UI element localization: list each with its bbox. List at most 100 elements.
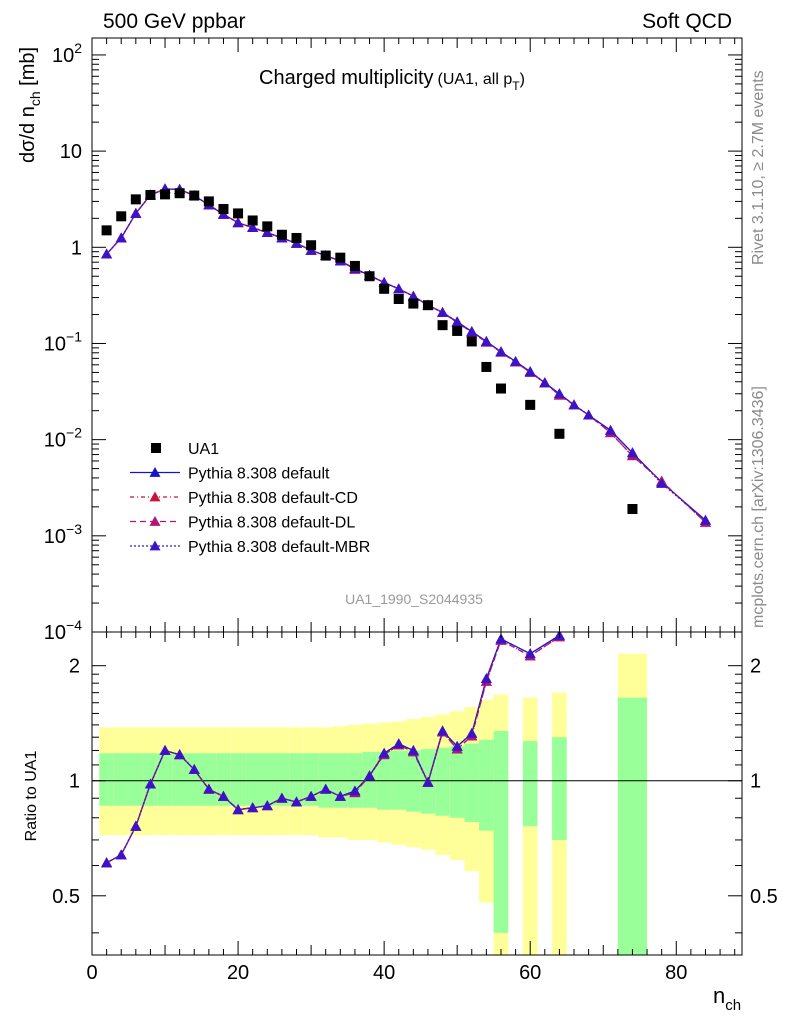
ratio-series-marker <box>466 727 478 738</box>
ratio-series-marker <box>524 648 536 659</box>
ratio-band-inner <box>113 753 129 806</box>
main-y-tick-label: 102 <box>52 40 82 67</box>
ratio-band-inner <box>274 753 290 806</box>
mc-series-marker <box>466 326 478 336</box>
ratio-band-outer <box>522 697 538 955</box>
data-point <box>189 190 200 201</box>
tick-base: 1 <box>71 237 82 259</box>
ratio-series-marker <box>364 770 376 781</box>
ratio-series-line-3 <box>106 634 560 864</box>
ratio-xlabel: nch <box>713 983 741 1014</box>
ratio-band-inner <box>435 747 450 816</box>
data-point <box>379 283 390 294</box>
main-data-layer <box>101 188 638 515</box>
data-point <box>554 428 565 439</box>
data-point <box>495 383 506 394</box>
legend-label: Pythia 8.308 default-MBR <box>188 539 370 556</box>
tick-base: 10 <box>60 141 82 163</box>
main-ylabel-text: dσ/d n <box>17 106 39 163</box>
data-point <box>306 240 317 251</box>
ratio-y-tick-label: 2 <box>69 656 80 678</box>
ratio-series-marker <box>437 725 449 736</box>
ratio-xlabel-text: n <box>713 983 725 1008</box>
data-point <box>320 250 331 261</box>
mc-series-marker <box>407 290 419 301</box>
ratio-band-inner <box>230 753 246 806</box>
ratio-band-inner <box>172 753 187 806</box>
ratio-band-inner <box>464 743 480 822</box>
ratio-series-marker <box>203 783 215 794</box>
ratio-x-tick-label: 40 <box>373 962 395 984</box>
ratio-series-marker <box>261 800 273 811</box>
ratio-series-marker <box>247 802 259 813</box>
main-subtitle-text: (UA1, all p <box>438 71 513 88</box>
mc-series-marker <box>495 346 507 357</box>
tick-base: 10 <box>44 526 66 548</box>
tick-exponent: 2 <box>74 40 82 56</box>
tick-base: 10 <box>52 45 74 67</box>
mc-series-marker <box>553 388 565 399</box>
ratio-x-tick-label: 80 <box>665 962 687 984</box>
data-point <box>525 399 536 410</box>
data-point <box>364 271 375 282</box>
ratio-band-inner <box>479 739 494 831</box>
main-ylabel-unit: [mb] <box>17 47 39 91</box>
ratio-series-marker <box>495 633 507 644</box>
main-y-tick-label: 10−4 <box>44 617 82 644</box>
mc-series-marker <box>247 222 259 233</box>
ratio-series-marker <box>334 790 346 801</box>
ratio-band-inner <box>245 753 260 806</box>
ratio-band-inner <box>216 753 231 806</box>
data-point <box>233 208 244 219</box>
tick-base: 10 <box>44 622 66 644</box>
legend: UA1 Pythia 8.308 default Pythia 8.308 defa… <box>130 441 370 556</box>
ratio-y-tick-label: 0.5 <box>52 886 80 908</box>
mc-series-marker <box>115 232 127 243</box>
legend-marker <box>151 443 161 453</box>
legend-label: UA1 <box>188 441 219 458</box>
ratio-y-tick-label-right: 2 <box>750 656 761 678</box>
legend-marker <box>149 467 161 477</box>
main-subtitle-sub: T <box>512 79 520 93</box>
ratio-series-marker <box>393 738 405 749</box>
ratio-series-marker <box>217 790 229 801</box>
watermark-label: UA1_1990_S2044935 <box>345 591 483 607</box>
tick-base: 10 <box>44 430 66 452</box>
mc-series-marker <box>393 283 405 294</box>
mc-series-marker <box>510 355 522 366</box>
ratio-xlabel-sub: ch <box>725 997 741 1014</box>
ratio-axes-layer: 0.5 0.51 12 20 20 40 60 80 <box>52 631 778 984</box>
mc-series-marker <box>656 477 668 488</box>
main-y-tick-label: 10 <box>60 141 82 163</box>
tick-exponent: −2 <box>66 425 82 441</box>
ratio-band-inner <box>303 753 319 806</box>
mc-series-marker <box>626 447 638 458</box>
mc-series-marker <box>101 248 113 259</box>
mc-series-marker <box>699 514 711 525</box>
data-point <box>247 215 258 226</box>
main-y-tick-label: 1 <box>71 237 82 259</box>
main-y-tick-label: 10−3 <box>44 521 82 548</box>
ratio-bands-layer <box>92 653 742 955</box>
ratio-series-marker <box>115 849 127 860</box>
tick-exponent: −4 <box>66 617 82 633</box>
ratio-series-marker <box>144 778 156 789</box>
ratio-band-inner <box>201 753 217 806</box>
mc-series-marker <box>451 316 463 327</box>
main-y-tick-label: 10−2 <box>44 425 82 452</box>
ratio-band-inner <box>259 753 275 806</box>
header-right: Soft QCD <box>642 10 732 33</box>
data-point <box>130 194 141 205</box>
data-point <box>203 196 214 207</box>
ratio-x-tick-label: 0 <box>86 962 97 984</box>
mcplots-label: mcplots.cern.ch [arXiv:1306.3436] <box>750 386 767 628</box>
data-point <box>481 361 492 372</box>
ratio-series-marker <box>451 740 463 751</box>
mc-series-marker <box>437 306 449 317</box>
mc-series-line-3 <box>106 188 706 521</box>
ratio-series-marker <box>101 857 113 868</box>
data-point <box>627 504 638 515</box>
ratio-series-marker <box>130 820 142 831</box>
